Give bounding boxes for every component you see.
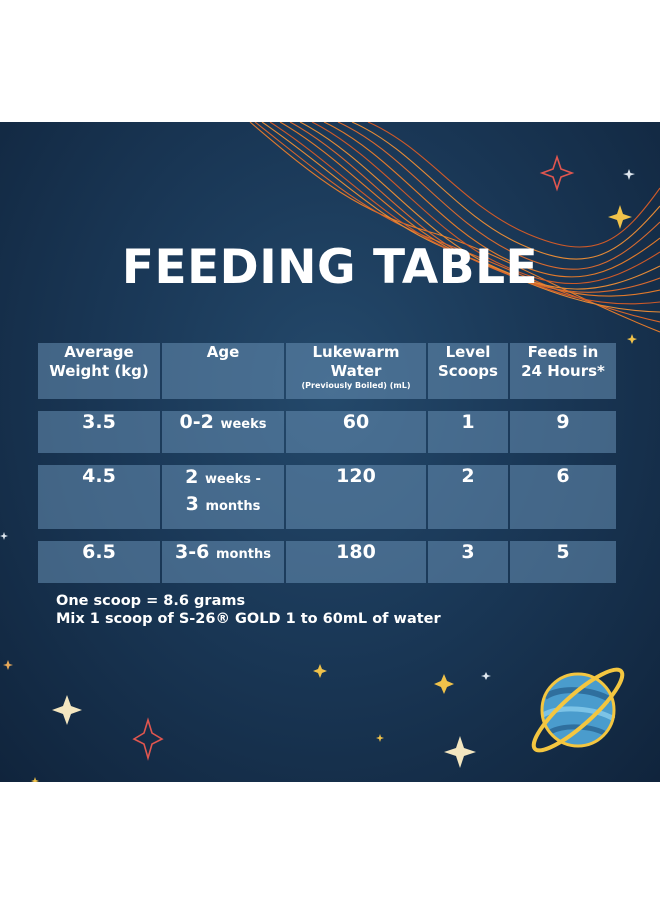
- cell-weight: 3.5: [38, 411, 160, 453]
- star-gold-right: [608, 205, 632, 229]
- star-small-left: [3, 660, 13, 670]
- star-gold-mid: [434, 674, 454, 694]
- star-white-right: [623, 169, 635, 180]
- header-level-scoops: Level Scoops: [428, 343, 508, 399]
- star-tiny-bottom-left: [31, 777, 39, 782]
- header-feeds-24-hours: Feeds in 24 Hours*: [510, 343, 616, 399]
- cell-age: 3-6 months: [162, 541, 284, 583]
- cell-weight: 6.5: [38, 541, 160, 583]
- cell-water: 180: [286, 541, 426, 583]
- star-red-bottom: [132, 717, 164, 761]
- header-age: Age: [162, 343, 284, 399]
- cell-scoops: 3: [428, 541, 508, 583]
- feeding-notes: One scoop = 8.6 grams Mix 1 scoop of S-2…: [56, 592, 441, 628]
- table-row: 4.5 2 weeks - 3 months 120 2 6: [38, 465, 616, 529]
- star-tiny-bottom: [376, 734, 384, 742]
- star-cream-large: [52, 695, 82, 725]
- cell-age: 2 weeks - 3 months: [162, 465, 284, 529]
- star-red-top: [539, 154, 575, 192]
- table-row: 6.5 3-6 months 180 3 5: [38, 541, 616, 583]
- header-lukewarm-water: Lukewarm Water (Previously Boiled) (mL): [286, 343, 426, 399]
- cell-water: 60: [286, 411, 426, 453]
- star-white-small: [481, 672, 491, 680]
- table-row: 3.5 0-2 weeks 60 1 9: [38, 411, 616, 453]
- cell-weight: 4.5: [38, 465, 160, 529]
- header-average-weight: Average Weight (kg): [38, 343, 160, 399]
- cell-feeds: 5: [510, 541, 616, 583]
- note-scoop-weight: One scoop = 8.6 grams: [56, 593, 246, 609]
- cell-age: 0-2 weeks: [162, 411, 284, 453]
- cell-feeds: 6: [510, 465, 616, 529]
- cell-water: 120: [286, 465, 426, 529]
- feeding-table: Average Weight (kg) Age Lukewarm Water (Pr…: [36, 339, 618, 587]
- planet-icon: [531, 667, 625, 753]
- wave-lines: [249, 122, 660, 333]
- cell-scoops: 1: [428, 411, 508, 453]
- star-white-left: [0, 532, 8, 540]
- space-background-decoration: [0, 122, 660, 782]
- page-title: FEEDING TABLE: [121, 240, 539, 295]
- star-gold-small-center: [313, 664, 327, 678]
- star-cream-bottom: [444, 736, 476, 768]
- cell-scoops: 2: [428, 465, 508, 529]
- table-header-row: Average Weight (kg) Age Lukewarm Water (Pr…: [38, 343, 616, 399]
- feeding-table-panel: FEEDING TABLE Average Weight (kg) Age Luk…: [0, 122, 660, 782]
- star-small-gold: [627, 334, 637, 344]
- note-mix-instructions: Mix 1 scoop of S-26® GOLD 1 to 60mL of w…: [56, 611, 441, 627]
- cell-feeds: 9: [510, 411, 616, 453]
